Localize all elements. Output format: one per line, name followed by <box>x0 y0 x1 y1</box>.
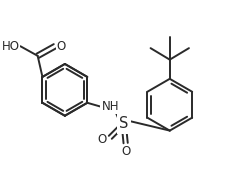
Text: O: O <box>57 40 66 53</box>
Text: HO: HO <box>1 40 19 53</box>
Text: O: O <box>121 145 130 158</box>
Text: NH: NH <box>102 100 119 113</box>
Text: O: O <box>97 133 106 146</box>
Text: S: S <box>119 116 128 131</box>
